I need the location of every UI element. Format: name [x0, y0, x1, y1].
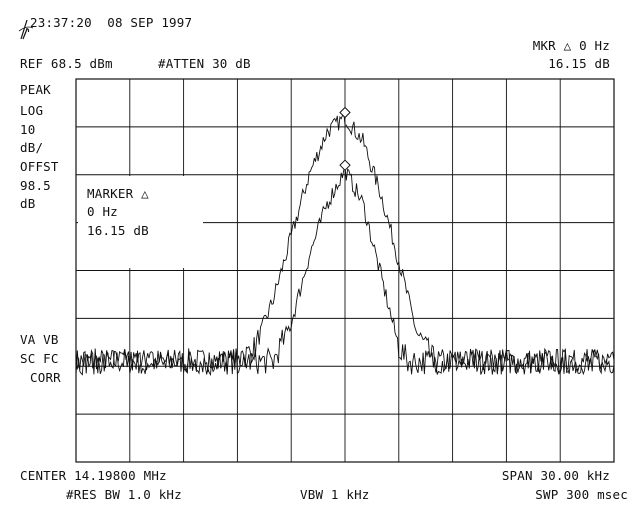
detector-line: CORR — [30, 370, 61, 385]
timestamp: 23:37:20 08 SEP 1997 — [30, 15, 193, 30]
hp-logo-icon — [18, 19, 34, 40]
marker-diamond-1 — [339, 106, 351, 119]
scale-line: PEAK — [20, 82, 51, 97]
detector-line: SC FC — [20, 351, 59, 366]
graticule — [75, 78, 615, 463]
marker-box — [78, 176, 203, 268]
scale-line: 10 — [20, 122, 36, 137]
video-bandwidth: VBW 1 kHz — [300, 487, 370, 502]
attenuation: #ATTEN 30 dB — [158, 56, 251, 71]
marker-box-title: MARKER △ — [87, 186, 149, 201]
scale-line: 98.5 — [20, 178, 51, 193]
marker-box-value: 16.15 dB — [87, 223, 149, 238]
trace-1 — [75, 111, 615, 376]
marker-readout-label: MKR △ 0 Hz — [532, 38, 610, 53]
marker-diamonds — [339, 106, 351, 171]
reference-level: REF 68.5 dBm — [20, 56, 113, 71]
detector-line: VA VB — [20, 332, 59, 347]
marker-diamond-2 — [339, 159, 351, 171]
center-frequency: CENTER 14.19800 MHz — [20, 468, 167, 483]
marker-box-frequency: 0 Hz — [87, 204, 118, 219]
sweep-time: SWP 300 msec — [535, 487, 628, 502]
scale-line: dB/ — [20, 140, 44, 155]
marker-readout-value: 16.15 dB — [548, 56, 610, 71]
resolution-bandwidth: #RES BW 1.0 kHz — [66, 487, 182, 502]
scale-line: LOG — [20, 103, 44, 118]
scale-line: dB — [20, 196, 36, 211]
scale-line: OFFST — [20, 159, 59, 174]
frequency-span: SPAN 30.00 kHz — [501, 468, 610, 483]
